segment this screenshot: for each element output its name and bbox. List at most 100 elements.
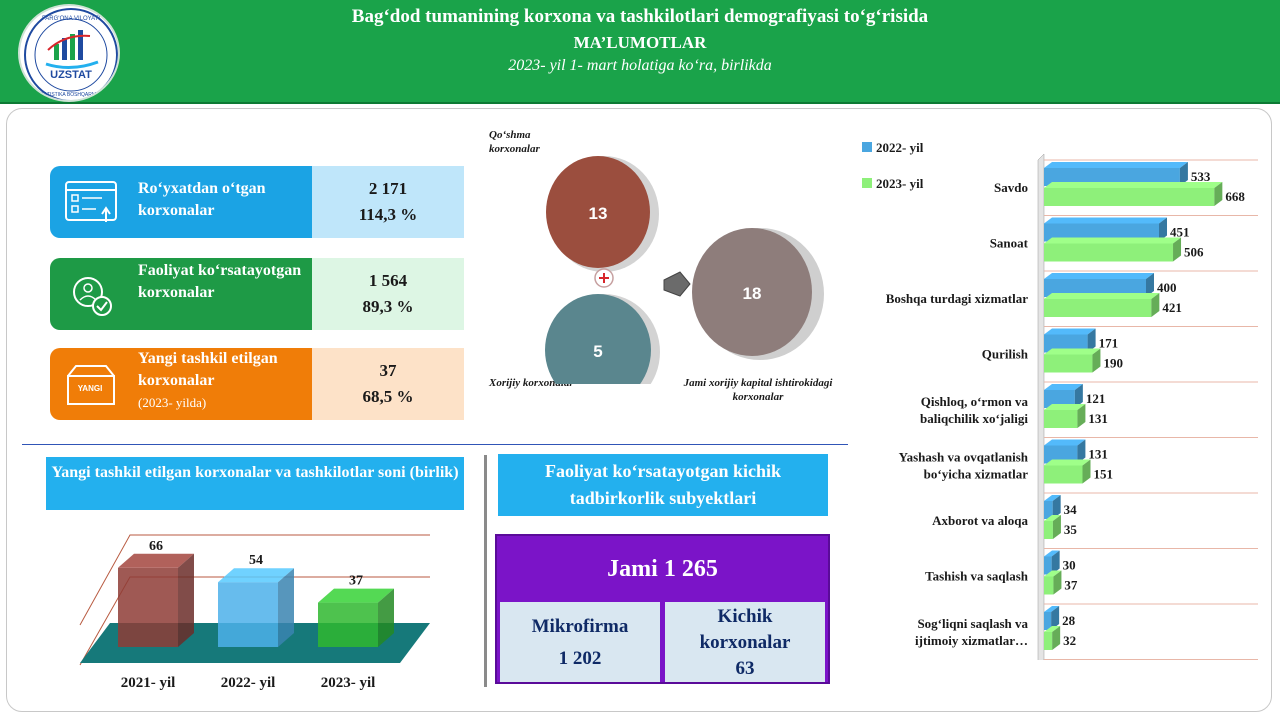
kpi-registered: Ro‘yxatdan o‘tgan korxonalar 2 171 114,3… xyxy=(50,166,464,238)
kpi-active-percent: 89,3 % xyxy=(362,297,414,316)
plus-arrow-icon xyxy=(594,268,614,288)
sector-row-4: Qishloq, o‘rmon va baliqchilik xo‘jaligi 1… xyxy=(920,384,1108,428)
bar-value-label: 35 xyxy=(1064,522,1078,537)
bar-2022: 400 xyxy=(1044,273,1177,297)
bar-value-label: 400 xyxy=(1157,280,1177,295)
new-box-icon: YANGI xyxy=(62,360,124,410)
header-banner: UZSTAT FARG‘ONA VILOYATI STATISTIKA BOSH… xyxy=(0,0,1280,104)
bar-value-label: 66 xyxy=(149,539,163,554)
bar-2023: 37 xyxy=(1044,570,1078,595)
category-label: 2022- yil xyxy=(221,675,276,691)
sector-label: Qurilish xyxy=(982,347,1029,362)
legend-label: 2022- yil xyxy=(876,140,924,155)
chart-grid-line-top xyxy=(79,534,430,626)
bar-value-label: 171 xyxy=(1099,336,1119,351)
new-enterprises-chart-title: Yangi tashkil etilgan korxonalar va tash… xyxy=(46,457,464,510)
kpi-new-percent: 68,5 % xyxy=(362,387,414,406)
sector-row-6: Axborot va aloqa 34 35 xyxy=(932,495,1077,539)
bar-2022: 34 xyxy=(1044,495,1077,519)
page-date-note: 2023- yil 1- mart holatiga ko‘ra, birlik… xyxy=(508,57,772,74)
axis-wall xyxy=(1037,153,1045,660)
kpi-new-label-box: YANGI Yangi tashkil etilgan korxonalar (… xyxy=(50,348,312,420)
new-enterprises-bar-chart: 66 54 37 2021- yil 2022- yil 2023- yil xyxy=(79,534,430,691)
bar-value-label: 54 xyxy=(249,553,263,568)
checklist-form-icon xyxy=(62,178,124,228)
category-label: 2021- yil xyxy=(121,675,176,691)
kpi-new-values: 37 68,5 % xyxy=(312,348,464,420)
kpi-registered-values: 2 171 114,3 % xyxy=(312,166,464,238)
sector-label: Sog‘liqni saqlash va ijtimoiy xizmatlar… xyxy=(915,616,1028,648)
bar-value-label: 121 xyxy=(1086,391,1106,406)
bar-value-label: 28 xyxy=(1062,613,1076,628)
small-enterprise-label: Kichik korxonalar xyxy=(699,606,791,653)
bar-2023: 131 xyxy=(1044,404,1108,428)
bar-2023: 151 xyxy=(1044,459,1113,484)
kpi-registered-percent: 114,3 % xyxy=(358,205,418,224)
bar-2022: 28 xyxy=(1044,606,1076,630)
total-foreign-label: Jami xorijiy kapital ishtirokidagi korxo… xyxy=(683,377,833,403)
svg-text:UZSTAT: UZSTAT xyxy=(50,69,92,81)
joint-ventures-circle: 13 xyxy=(546,156,659,272)
bar-value-label: 190 xyxy=(1103,356,1123,371)
bar-value-label: 131 xyxy=(1088,411,1108,426)
sector-row-3: Qurilish 171 190 xyxy=(982,328,1123,373)
foreign-enterprises-value: 5 xyxy=(593,342,602,361)
kpi-new-value: 37 xyxy=(379,361,397,380)
kpi-registered-label: Ro‘yxatdan o‘tgan korxonalar xyxy=(138,180,266,219)
kpi-active-values: 1 564 89,3 % xyxy=(312,258,464,330)
bar-2022: 533 xyxy=(1044,162,1211,186)
bar-2023: 32 xyxy=(1044,626,1076,650)
bar-value-label: 533 xyxy=(1191,169,1211,184)
sector-row-2: Boshqa turdagi xizmatlar 400 421 xyxy=(886,273,1182,317)
sector-row-1: Sanoat 451 506 xyxy=(990,217,1204,262)
kpi-new: YANGI Yangi tashkil etilgan korxonalar (… xyxy=(50,348,464,420)
kpi-new-label-text: Yangi tashkil etilgan korxonalar xyxy=(138,350,278,389)
sector-bar-chart: 2022- yil 2023- yil Savdo 533 668 Sanoat 451 5… xyxy=(862,140,1258,660)
arrow-right-icon xyxy=(663,271,691,297)
small-enterprise-value: 63 xyxy=(735,658,755,679)
small-business-title: Faoliyat ko‘rsatayotgan kichik tadbirkor… xyxy=(498,454,828,516)
total-foreign-circle: 18 xyxy=(692,228,824,360)
bar-value-label: 34 xyxy=(1064,502,1078,517)
content-frame xyxy=(6,108,1272,712)
bar-2023: 35 xyxy=(1044,515,1077,539)
small-enterprise-cell: Kichik korxonalar 63 xyxy=(665,602,825,682)
sector-row-8: Sog‘liqni saqlash va ijtimoiy xizmatlar… 2… xyxy=(915,606,1076,650)
sector-label: Savdo xyxy=(994,180,1028,195)
bar-2022: 30 xyxy=(1044,550,1076,575)
bar-value-label: 37 xyxy=(1064,578,1078,593)
joint-ventures-value: 13 xyxy=(589,204,608,223)
bar-2023: 190 xyxy=(1044,348,1123,373)
uzstat-logo: UZSTAT FARG‘ONA VILOYATI STATISTIKA BOSH… xyxy=(18,4,120,102)
legend-label: 2023- yil xyxy=(876,176,924,191)
kpi-registered-label-box: Ro‘yxatdan o‘tgan korxonalar xyxy=(50,166,312,238)
bar-2022: 451 xyxy=(1044,217,1190,242)
bar-2022: 171 xyxy=(1044,328,1119,353)
bar-2023: 506 xyxy=(1044,237,1204,262)
bar-value-label: 37 xyxy=(349,574,363,589)
bar-2021-yil: 66 xyxy=(118,539,194,647)
microfirm-value: 1 202 xyxy=(558,648,602,669)
foreign-enterprises-circle: 5 xyxy=(545,294,660,384)
kpi-active-label-box: Faoliyat ko‘rsatayotgan korxonalar xyxy=(50,258,312,330)
small-business-box: Jami 1 265 Mikrofirma 1 202 Kichik korxo… xyxy=(495,534,830,684)
sector-row-7: Tashish va saqlash 30 37 xyxy=(925,550,1078,595)
total-foreign-value: 18 xyxy=(743,284,762,303)
bar-2022: 131 xyxy=(1044,439,1108,464)
microfirm-label: Mikrofirma xyxy=(531,616,629,637)
bar-2022-yil: 54 xyxy=(218,553,294,647)
bar-2023-yil: 37 xyxy=(318,574,394,647)
sector-row-0: Savdo 533 668 xyxy=(994,162,1245,206)
sector-label: Tashish va saqlash xyxy=(925,569,1029,584)
page-subtitle: MA’LUMOTLAR xyxy=(573,33,707,52)
bar-value-label: 668 xyxy=(1225,189,1245,204)
page-title: Bag‘dod tumanining korxona va tashkilotl… xyxy=(351,6,929,27)
bar-2022: 121 xyxy=(1044,384,1105,408)
category-label: 2023- yil xyxy=(321,675,376,691)
small-business-total: Jami 1 265 xyxy=(607,556,718,582)
kpi-new-label: Yangi tashkil etilgan korxonalar (2023- … xyxy=(138,348,310,414)
bar-value-label: 131 xyxy=(1088,447,1108,462)
bar-value-label: 451 xyxy=(1170,225,1190,240)
joint-ventures-label: Qo‘shma korxonalar xyxy=(489,129,540,155)
kpi-active: Faoliyat ko‘rsatayotgan korxonalar 1 564… xyxy=(50,258,464,330)
